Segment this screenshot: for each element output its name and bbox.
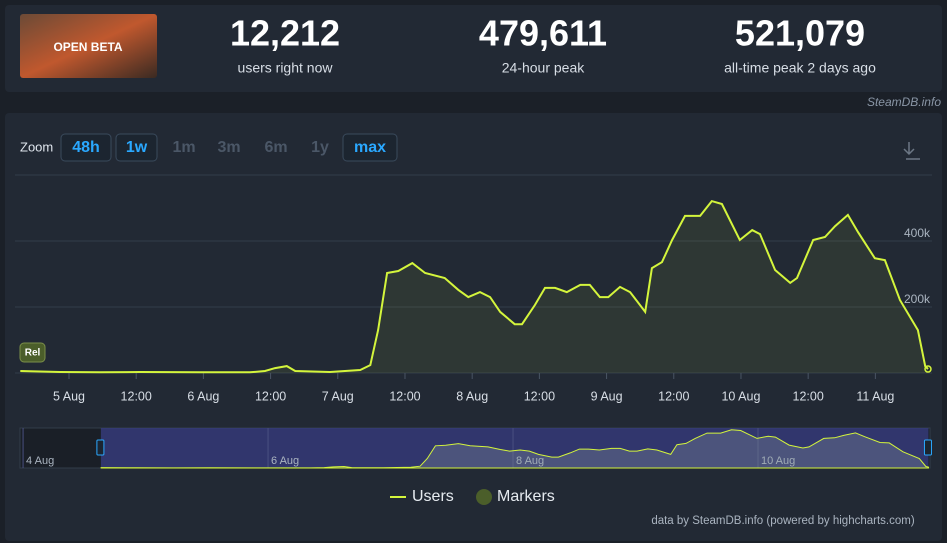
stat-label: all-time peak 2 days ago — [724, 60, 876, 76]
stats-panel — [5, 5, 942, 92]
navigator-handle[interactable] — [96, 439, 105, 456]
zoom-button-label[interactable]: 6m — [264, 139, 287, 156]
x-tick-label: 12:00 — [658, 389, 689, 403]
credits: data by SteamDB.info (powered by highcha… — [651, 515, 915, 527]
game-thumbnail — [20, 14, 157, 78]
zoom-button-label[interactable]: 48h — [72, 139, 100, 156]
source: SteamDB.info — [867, 95, 941, 109]
zoom-button-label[interactable]: 1y — [311, 139, 329, 156]
navigator-label: 8 Aug — [516, 455, 544, 467]
zoom-button[interactable] — [342, 133, 398, 162]
y-tick-label: 200k — [904, 292, 931, 306]
download-icon[interactable] — [903, 142, 920, 160]
navigator-handle[interactable] — [923, 439, 932, 456]
x-tick-label: 10 Aug — [721, 389, 760, 403]
x-tick-label: 9 Aug — [591, 389, 623, 403]
zoom-button[interactable] — [115, 133, 158, 162]
marker-badge[interactable] — [19, 342, 46, 363]
stat-label: 24-hour peak — [502, 60, 586, 76]
zoom-button-label[interactable]: max — [354, 139, 386, 156]
x-tick-label: 5 Aug — [53, 389, 85, 403]
end-point — [924, 365, 932, 373]
x-tick-label: 12:00 — [793, 389, 824, 403]
zoom-button[interactable] — [60, 133, 112, 162]
x-tick-label: 8 Aug — [456, 389, 488, 403]
stat-value: 521,079 — [735, 13, 865, 54]
x-tick-label: 11 Aug — [856, 389, 894, 403]
x-tick-label: 12:00 — [524, 389, 555, 403]
legend-label[interactable]: Markers — [497, 488, 555, 505]
zoom-button-label[interactable]: 1m — [172, 139, 195, 156]
stat-value: 12,212 — [230, 13, 340, 54]
navigator-label: 4 Aug — [26, 455, 54, 467]
thumbnail-text: OPEN BETA — [53, 40, 122, 54]
x-tick-label: 12:00 — [255, 389, 286, 403]
navigator-area — [100, 429, 930, 469]
navigator-label: 6 Aug — [271, 455, 299, 467]
navigator-selection[interactable] — [100, 428, 929, 468]
x-tick-label: 6 Aug — [187, 389, 219, 403]
x-tick-label: 12:00 — [121, 389, 152, 403]
zoom-button-label[interactable]: 3m — [217, 139, 240, 156]
legend-swatch — [476, 489, 492, 505]
line — [20, 199, 929, 374]
stat-value: 479,611 — [479, 13, 607, 54]
zoom-button-label[interactable]: 1w — [126, 139, 148, 156]
y-tick-label: 400k — [904, 226, 931, 240]
stat-label: users right now — [238, 60, 334, 76]
x-tick-label: 7 Aug — [322, 389, 354, 403]
navigator-label: 10 Aug — [761, 455, 795, 467]
x-tick-label: 12:00 — [389, 389, 420, 403]
marker-label[interactable]: Rel — [25, 348, 41, 359]
legend-label[interactable]: Users — [412, 488, 454, 505]
zoom-label: Zoom — [20, 139, 53, 154]
area-fill — [20, 201, 929, 373]
